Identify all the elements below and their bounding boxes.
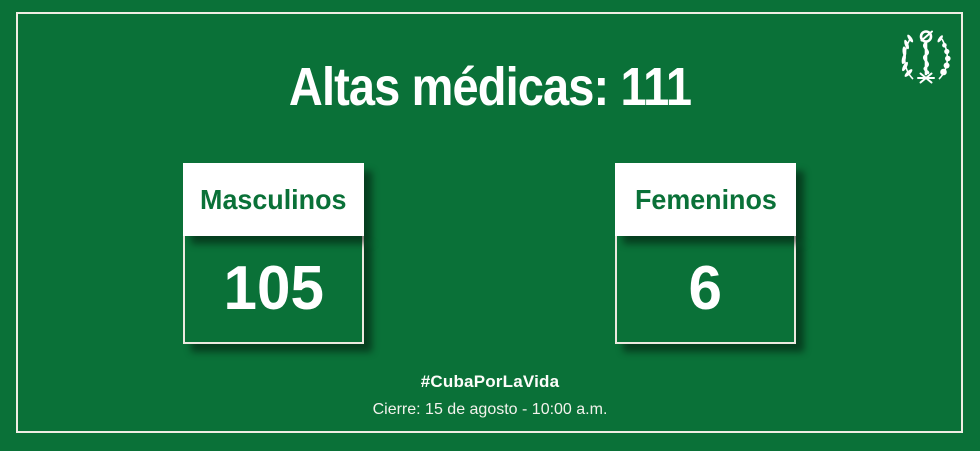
stat-card-masculinos: Masculinos 105: [183, 163, 364, 344]
stat-card-body: 6: [615, 236, 796, 344]
health-staff-wreath-icon: [901, 30, 951, 84]
stat-card-femeninos: Femeninos 6: [615, 163, 796, 344]
page-title: Altas médicas: 111: [288, 57, 692, 117]
stat-label-femeninos: Femeninos: [634, 183, 777, 215]
stat-card-header: Masculinos: [183, 163, 364, 236]
stat-label-masculinos: Masculinos: [200, 183, 347, 215]
stat-card-body: 105: [183, 236, 364, 344]
hashtag-text: #CubaPorLaVida: [420, 372, 560, 391]
stat-value-femeninos: 6: [688, 254, 723, 323]
stat-card-header: Femeninos: [615, 163, 796, 236]
closing-date-text: Cierre: 15 de agosto - 10:00 a.m.: [372, 401, 608, 418]
stat-value-masculinos: 105: [223, 254, 324, 323]
